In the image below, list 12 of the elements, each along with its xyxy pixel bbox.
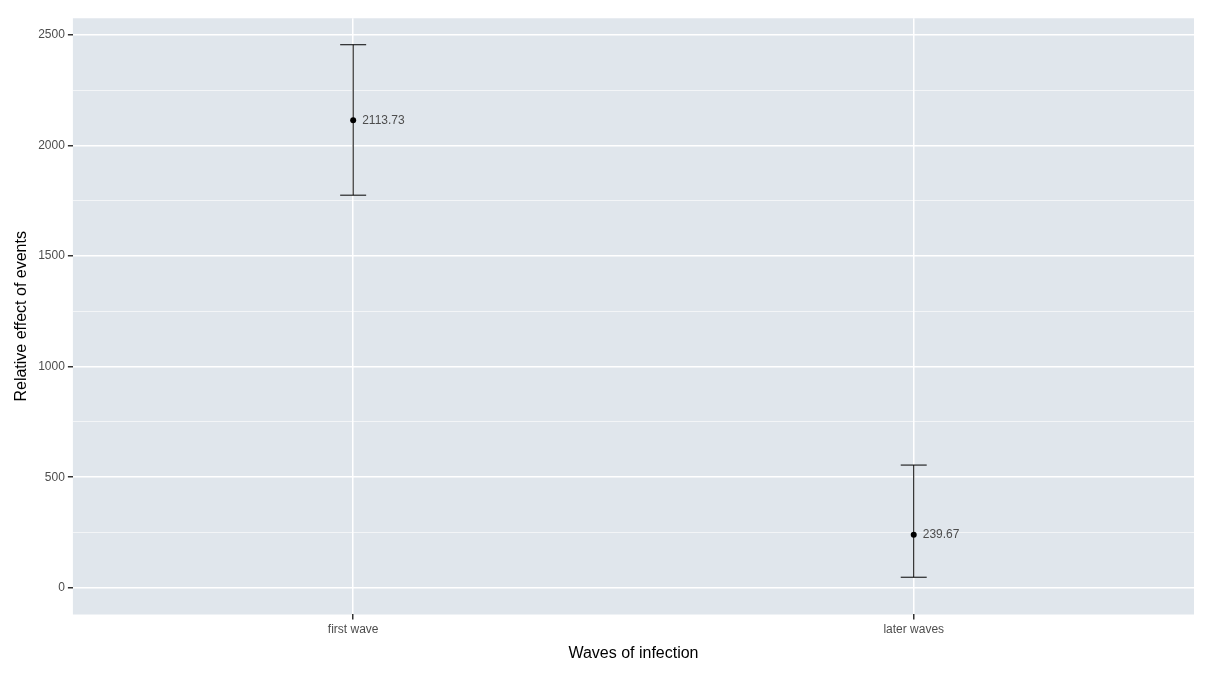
- y-axis-title: Relative effect of events: [12, 231, 30, 402]
- y-tick-label: 500: [44, 469, 66, 484]
- y-tick-label: 2000: [38, 137, 66, 152]
- y-tick-label: 2500: [38, 27, 66, 42]
- y-tick-label: 1500: [38, 248, 66, 263]
- y-tick-label: 0: [58, 580, 66, 595]
- data-label: 2113.73: [362, 112, 405, 127]
- x-tick-label: later waves: [883, 621, 945, 636]
- x-axis-title: Waves of infection: [568, 643, 699, 661]
- y-tick-label: 1000: [38, 358, 66, 373]
- x-tick-label: first wave: [327, 621, 379, 636]
- data-label: 239.67: [922, 527, 960, 542]
